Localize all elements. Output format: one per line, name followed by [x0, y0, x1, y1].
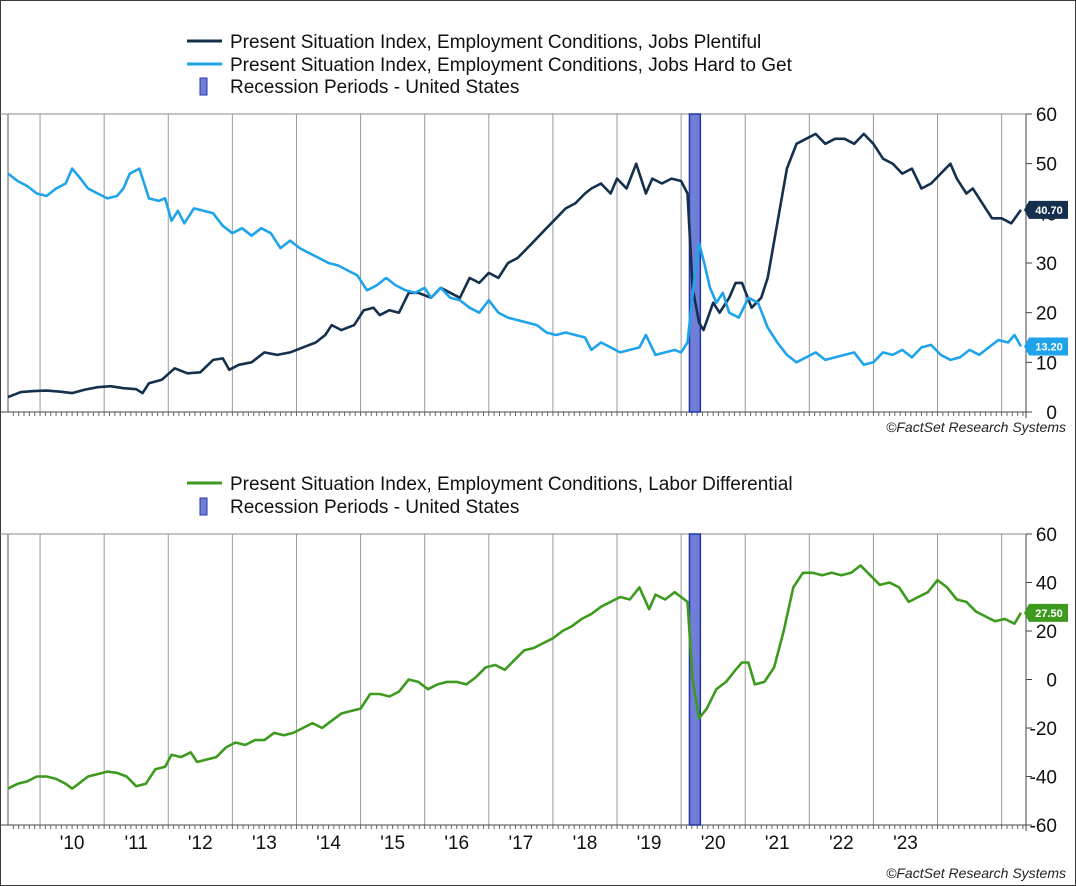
y-tick-label: 0 — [1046, 403, 1057, 424]
x-tick-label: '19 — [637, 833, 662, 854]
credit-bottom: ©FactSet Research Systems — [886, 865, 1066, 881]
legend-label-recession-top: Recession Periods - United States — [230, 77, 519, 98]
series-line-top-0 — [7, 132, 1022, 399]
x-tick-label: '11 — [125, 833, 148, 854]
x-tick-label: '13 — [252, 833, 277, 854]
y-tick-label: 60 — [1036, 105, 1057, 126]
legend-label-jobs-plentiful: Present Situation Index, Employment Cond… — [230, 32, 761, 53]
last-value-badge — [1024, 200, 1068, 219]
top-legend: Present Situation Index, Employment Cond… — [187, 32, 793, 98]
x-tick-label: '18 — [573, 833, 598, 854]
x-tick-label: '21 — [765, 833, 790, 854]
legend-label-labor-diff: Present Situation Index, Employment Cond… — [230, 474, 793, 495]
x-tick-label: '17 — [508, 833, 533, 854]
y-tick-label: 30 — [1036, 254, 1057, 275]
y-tick-label: 10 — [1036, 353, 1057, 374]
x-tick-label: '15 — [380, 833, 405, 854]
x-tick-label: '16 — [444, 833, 469, 854]
y-tick-label: -60 — [1030, 816, 1057, 837]
y-tick-label: 60 — [1036, 525, 1057, 546]
series-line-bottom-0 — [7, 564, 1023, 790]
y-tick-label: 20 — [1036, 622, 1057, 643]
credit-top: ©FactSet Research Systems — [886, 419, 1066, 435]
y-tick-label: -20 — [1030, 719, 1057, 740]
x-tick-label: '12 — [188, 833, 213, 854]
bottom-legend: Present Situation Index, Employment Cond… — [187, 474, 793, 518]
x-tick-label: '22 — [829, 833, 854, 854]
y-tick-label: 20 — [1036, 304, 1057, 325]
x-axis-labels: '10 '11 '12 '13 '14 '15 '16 '17 '18 '19 '20 '21 '22 '… — [60, 833, 918, 854]
recession-band — [688, 113, 702, 413]
last-value-badge — [1024, 603, 1068, 622]
y-tick-label: 0 — [1046, 671, 1057, 692]
recession-band — [688, 533, 702, 826]
last-value-label: 40.70 — [1035, 205, 1063, 217]
series-line-top-1 — [7, 167, 1023, 367]
y-tick-label: 50 — [1036, 155, 1057, 176]
y-tick-label: 40 — [1036, 574, 1057, 595]
legend-swatch-recession-top — [199, 77, 208, 96]
legend-label-jobs-hard: Present Situation Index, Employment Cond… — [230, 55, 793, 76]
y-tick-label: -40 — [1030, 768, 1057, 789]
last-value-badge — [1024, 337, 1068, 356]
x-tick-label: '23 — [893, 833, 918, 854]
last-value-label: 13.20 — [1035, 341, 1063, 353]
x-tick-label: '14 — [316, 833, 341, 854]
bottom-plot-panel: 60 40 20 0 -20 -40 -60 27.50 — [0, 525, 1068, 837]
x-tick-label: '10 — [60, 833, 85, 854]
last-value-label: 27.50 — [1035, 608, 1063, 620]
legend-label-recession-bottom: Recession Periods - United States — [230, 497, 519, 518]
legend-swatch-recession-bottom — [199, 497, 208, 516]
x-tick-label: '20 — [701, 833, 726, 854]
